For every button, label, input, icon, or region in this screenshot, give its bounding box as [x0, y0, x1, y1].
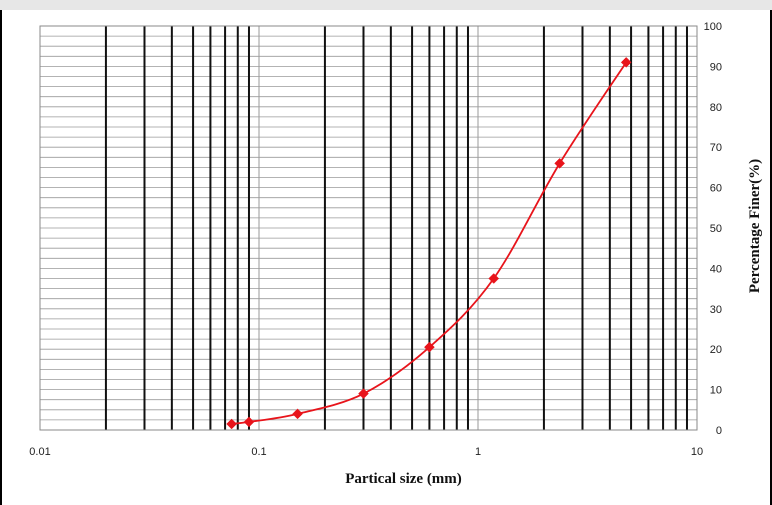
y-tick-label: 60: [710, 183, 722, 195]
y-tick-label: 90: [710, 61, 722, 73]
data-point-marker: [226, 418, 237, 430]
data-point-marker: [488, 273, 500, 284]
minor-gridlines: [40, 26, 697, 430]
top-strip: [0, 0, 772, 10]
data-point-marker: [292, 408, 303, 420]
series-layer: [226, 57, 632, 430]
data-point-marker: [554, 158, 566, 169]
y-tick-labels: 0 10 20 30 40 50 60 70 80 90 100: [704, 21, 722, 437]
data-point-marker: [358, 388, 369, 399]
y-tick-label: 50: [710, 223, 722, 235]
y-tick-label: 10: [710, 385, 722, 397]
plot-area-border: [39, 25, 698, 431]
y-axis-title: Percentage Finer(%): [747, 159, 763, 293]
plot-border: [39, 25, 698, 431]
x-tick-label: 1: [475, 446, 481, 458]
data-point-marker: [620, 57, 632, 68]
x-tick-labels: 0.01 0.1 1 10: [29, 446, 703, 458]
y-tick-label: 70: [710, 142, 722, 154]
y-tick-label: 20: [710, 344, 722, 356]
x-axis-title: Partical size (mm): [345, 471, 462, 487]
x-tick-label: 0.01: [29, 446, 50, 458]
y-tick-label: 0: [716, 425, 722, 437]
y-tick-label: 100: [704, 21, 722, 33]
data-point-marker: [424, 341, 435, 353]
major-gridlines: [104, 26, 688, 430]
x-tick-label: 0.1: [251, 446, 266, 458]
y-tick-label: 30: [710, 304, 722, 316]
y-tick-label: 40: [710, 263, 722, 275]
y-tick-label: 80: [710, 102, 722, 114]
data-point-marker: [243, 416, 255, 428]
x-tick-label: 10: [691, 446, 703, 458]
